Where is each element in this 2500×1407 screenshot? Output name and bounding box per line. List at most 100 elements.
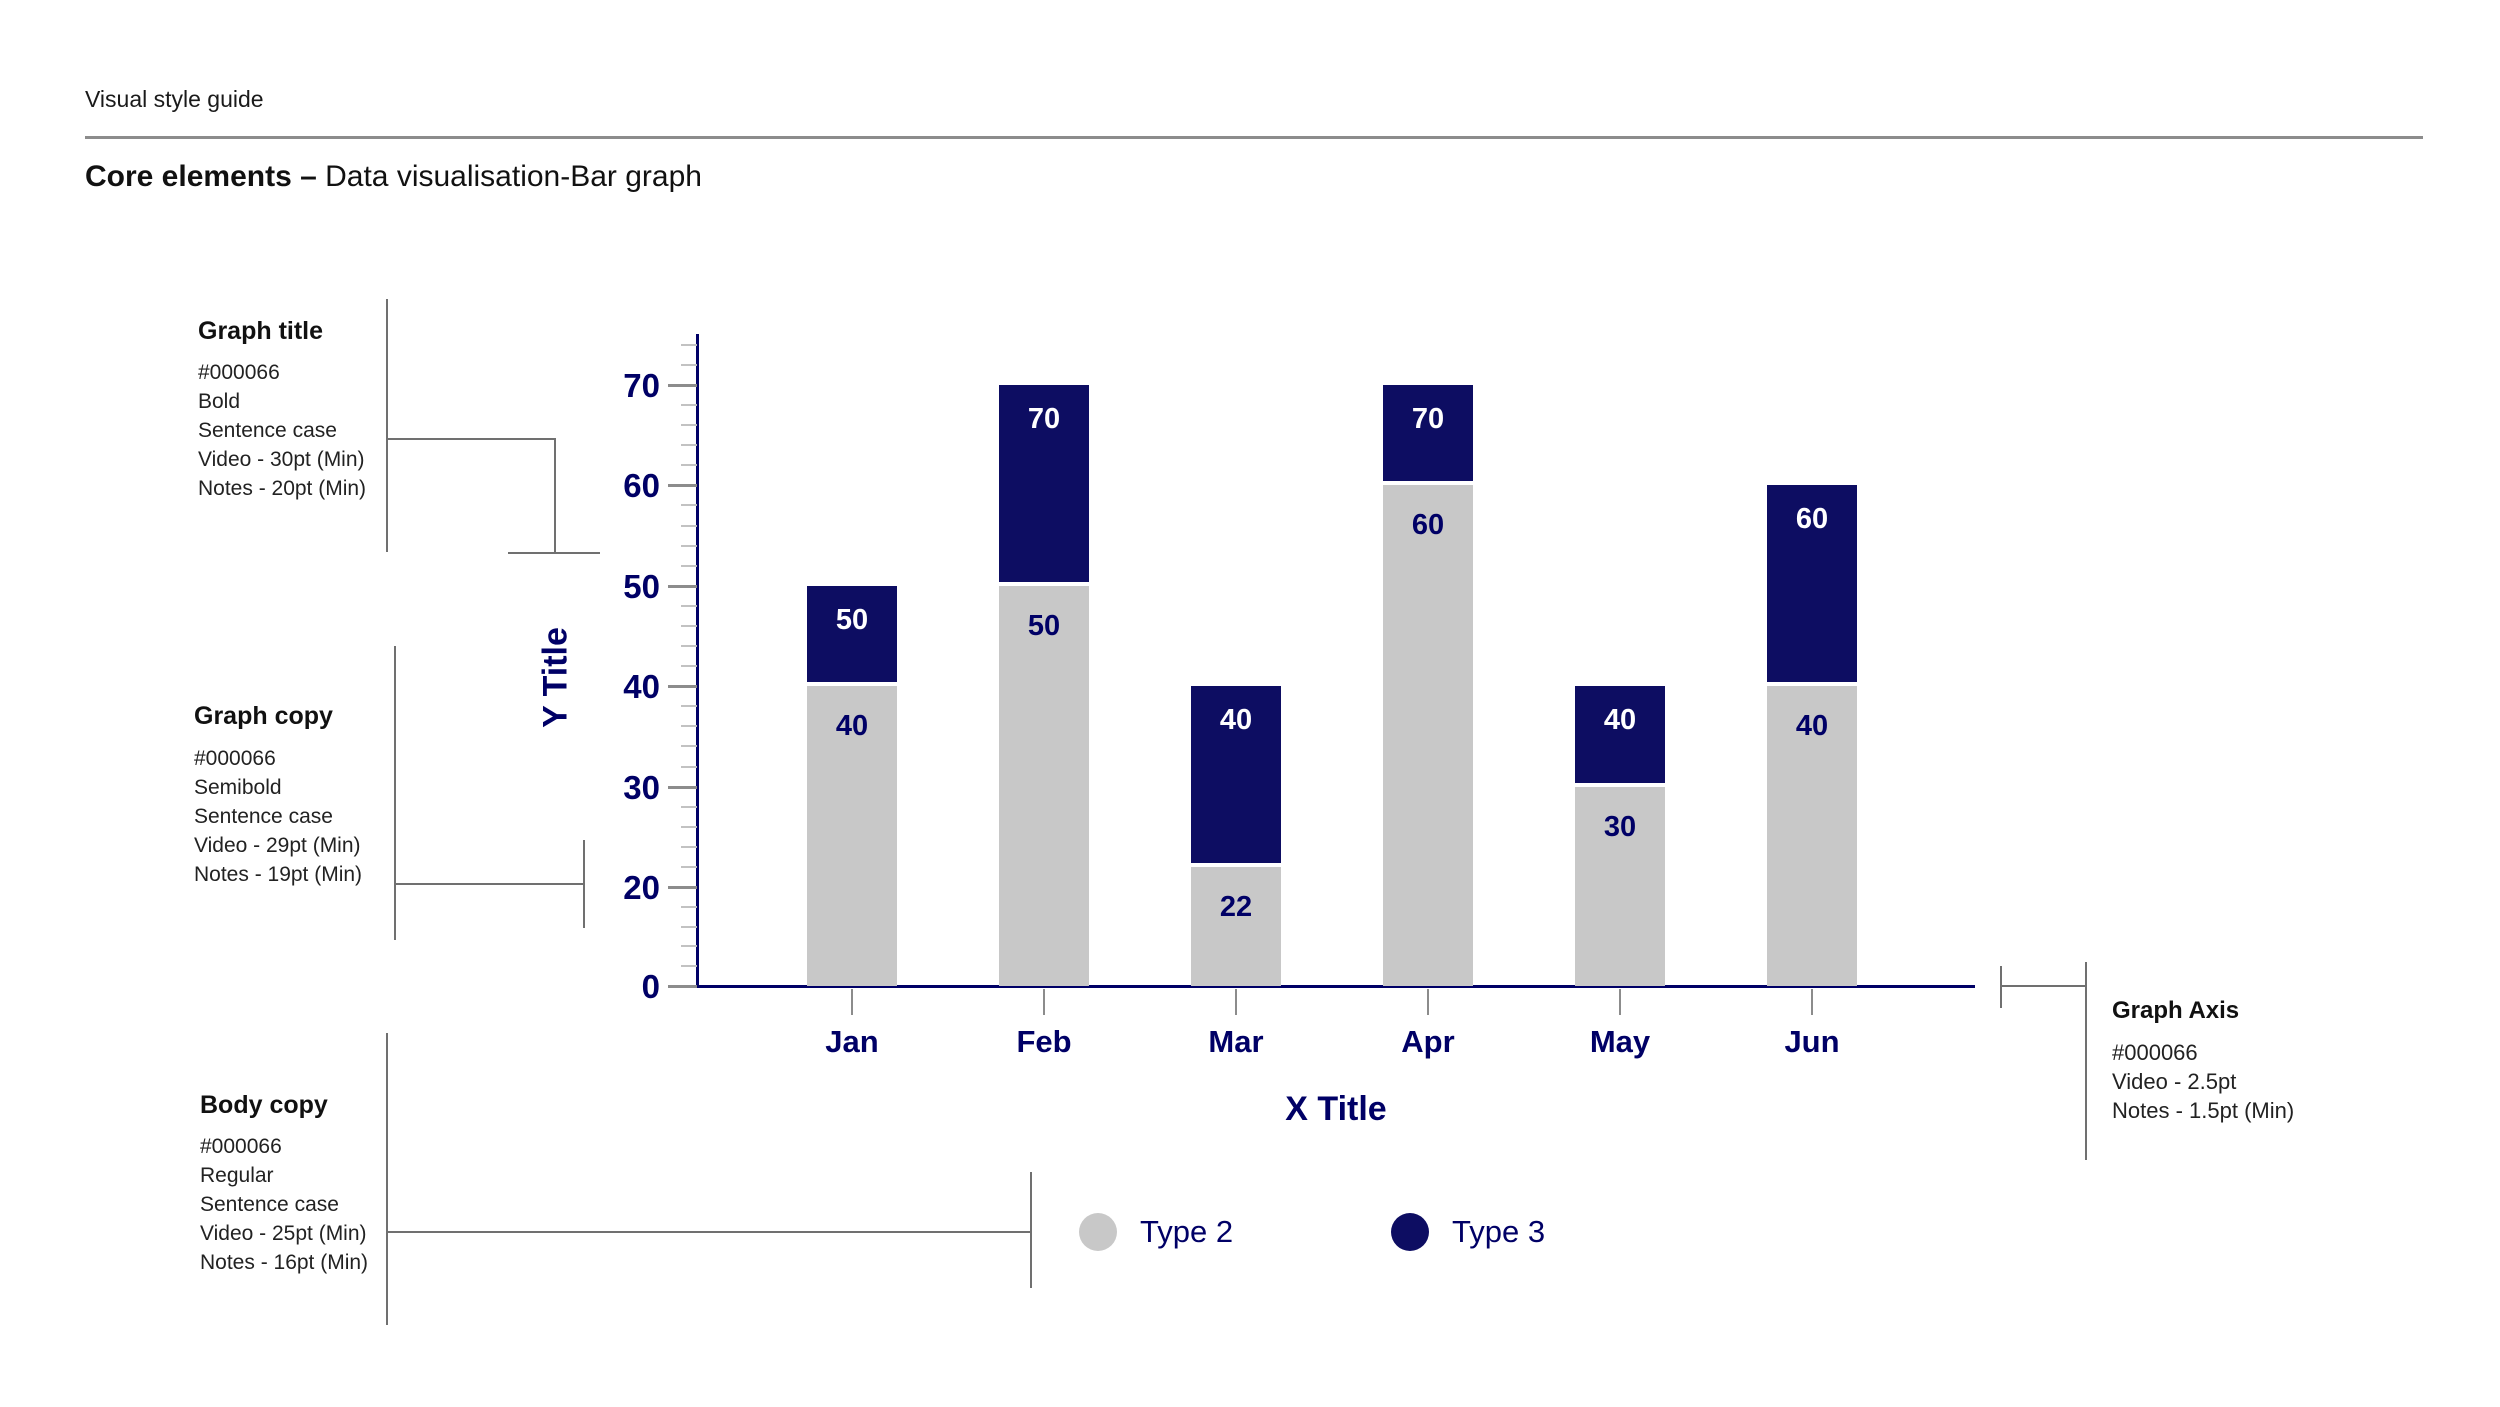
y-minor-tick [681, 905, 697, 908]
y-major-tick [668, 685, 697, 689]
page-title-rest: Data visualisation-Bar graph [316, 160, 702, 193]
bar-total-label: 40 [1603, 704, 1637, 737]
connector-line [554, 438, 556, 554]
spec-line: Sentence case [194, 805, 333, 828]
graph-axis-annotation-specs: #000066 Video - 2.5pt Notes - 1.5pt (Min… [2112, 1038, 2294, 1125]
body-copy-annotation-specs: #000066 Regular Sentence case Video - 25… [200, 1132, 368, 1277]
bar-segment-type3-mar [1191, 686, 1281, 863]
spec-line: #000066 [200, 1135, 282, 1158]
bar-type2-label: 60 [1411, 509, 1445, 542]
header-divider [85, 136, 2423, 139]
y-major-tick [668, 985, 697, 988]
bar-total-label: 70 [1027, 403, 1061, 435]
connector-line [394, 646, 396, 940]
bar-type2-label: 50 [1027, 609, 1061, 642]
y-minor-tick [681, 865, 697, 868]
y-minor-tick [681, 925, 697, 928]
spec-line: Video - 25pt (Min) [200, 1222, 367, 1245]
y-major-tick [668, 584, 697, 588]
y-minor-tick [681, 504, 697, 507]
y-major-tick [668, 384, 697, 387]
spec-line: Sentence case [200, 1193, 339, 1216]
y-tick-label: 0 [641, 968, 660, 1005]
connector-line [386, 1033, 388, 1325]
spec-line: Video - 30pt (Min) [198, 448, 365, 471]
bar-segment-type2-jan [807, 686, 897, 986]
bar-segment-type3-feb [999, 385, 1089, 582]
y-minor-tick [681, 524, 697, 527]
page-title-bold: Core elements – [85, 160, 317, 193]
x-tick-label: Jun [1784, 1024, 1840, 1059]
y-axis-title: Y Title [536, 627, 575, 728]
spec-line: Notes - 1.5pt (Min) [2112, 1098, 2295, 1123]
x-tick-label: Apr [1401, 1024, 1455, 1059]
graph-title-annotation-specs: #000066 Bold Sentence case Video - 30pt … [198, 358, 366, 503]
x-tick-label: Feb [1016, 1024, 1072, 1059]
bar-type2-label: 22 [1219, 890, 1253, 923]
y-minor-tick [681, 725, 697, 728]
bar-segment-type3-jun [1767, 485, 1857, 683]
spec-line: Sentence case [198, 419, 337, 442]
y-tick-label: 70 [623, 367, 660, 404]
connector-line [2085, 962, 2087, 1160]
y-tick-label: 30 [623, 768, 660, 806]
y-minor-tick [681, 845, 697, 848]
bar-segment-type3-apr [1383, 385, 1473, 482]
y-tick-label: 40 [623, 668, 660, 706]
spec-line: Video - 2.5pt [2112, 1069, 2237, 1094]
y-minor-tick [681, 363, 697, 366]
y-major-tick [668, 886, 697, 889]
y-minor-tick [681, 745, 697, 748]
y-minor-tick [681, 645, 697, 648]
x-axis-line [696, 985, 1975, 988]
x-major-tick [1043, 989, 1045, 1015]
page-eyebrow: Visual style guide [85, 86, 264, 112]
type2-swatch-icon [1079, 1213, 1117, 1251]
spec-line: #000066 [198, 361, 280, 384]
y-minor-tick [681, 765, 697, 768]
bar-segment-type2-feb [999, 585, 1089, 986]
x-axis-title: X Title [1285, 1090, 1387, 1128]
graph-axis-annotation-heading: Graph Axis [2112, 997, 2240, 1024]
spec-line: #000066 [2112, 1040, 2198, 1065]
spec-line: Regular [200, 1164, 274, 1187]
bar-total-label: 70 [1411, 403, 1445, 435]
bar-type2-label: 40 [1795, 710, 1829, 743]
spec-line: Notes - 19pt (Min) [194, 863, 363, 886]
y-tick-label: 20 [623, 869, 660, 906]
page-title: Core elements – Data visualisation-Bar g… [85, 160, 702, 194]
y-major-tick [668, 785, 697, 789]
bar-total-label: 60 [1795, 503, 1829, 536]
y-minor-tick [681, 705, 697, 708]
bar-type2-label: 40 [835, 710, 869, 743]
spec-line: Notes - 16pt (Min) [200, 1251, 369, 1274]
y-minor-tick [681, 604, 697, 607]
x-tick-label: Mar [1208, 1024, 1264, 1059]
graph-copy-annotation-heading: Graph copy [194, 702, 333, 730]
connector-line [2000, 966, 2002, 1008]
y-minor-tick [681, 805, 697, 808]
y-minor-tick [681, 564, 697, 567]
spec-line: #000066 [194, 747, 276, 770]
connector-line [386, 1231, 1032, 1233]
x-tick-label: Jan [825, 1024, 879, 1059]
bar-segment-type3-jan [807, 585, 897, 683]
bar-type2-label: 30 [1603, 810, 1637, 843]
y-minor-tick [681, 424, 697, 427]
y-tick-label: 50 [623, 567, 660, 605]
connector-line [386, 299, 388, 552]
connector-line [394, 883, 585, 885]
y-major-tick [668, 484, 697, 488]
bar-segment-type3-may [1575, 686, 1665, 783]
spec-line: Video - 29pt (Min) [194, 834, 361, 857]
x-major-tick [1427, 989, 1429, 1015]
body-copy-annotation-heading: Body copy [200, 1091, 328, 1119]
connector-line [386, 438, 556, 440]
x-major-tick [1811, 989, 1813, 1015]
spec-line: Notes - 20pt (Min) [198, 477, 367, 500]
connector-line [1030, 1172, 1032, 1288]
legend-label-type2: Type 2 [1140, 1214, 1234, 1249]
y-minor-tick [681, 825, 697, 828]
bar-segment-type2-jun [1767, 686, 1857, 986]
